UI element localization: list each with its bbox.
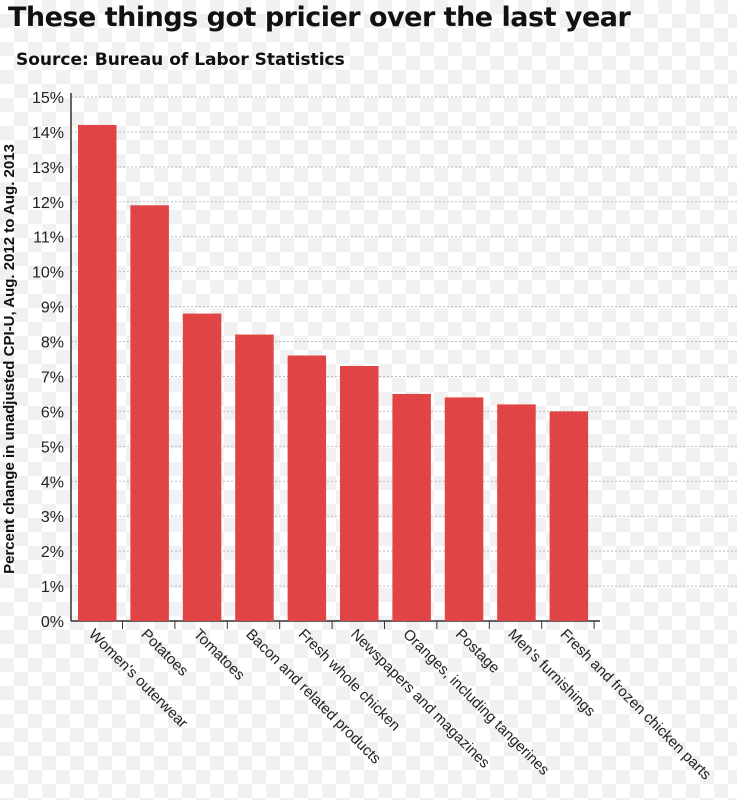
x-tick-label: Postage bbox=[452, 626, 503, 677]
x-tick-label: Women's outerwear bbox=[85, 626, 191, 732]
bar bbox=[444, 397, 484, 621]
bar bbox=[549, 411, 589, 621]
chart-subtitle: Source: Bureau of Labor Statistics bbox=[16, 50, 345, 70]
bar bbox=[392, 393, 431, 621]
y-tick-label: 7% bbox=[41, 369, 64, 386]
x-tick-label: Fresh whole chicken bbox=[295, 626, 404, 735]
y-tick-label: 8% bbox=[41, 335, 64, 352]
y-tick-label: 3% bbox=[41, 509, 64, 526]
y-tick-label: 14% bbox=[32, 125, 64, 142]
y-tick-label: 0% bbox=[41, 614, 64, 631]
y-tick-label: 4% bbox=[41, 474, 64, 491]
y-tick-label: 11% bbox=[33, 230, 64, 247]
y-tick-label: 2% bbox=[41, 544, 64, 561]
y-tick-label: 9% bbox=[41, 300, 64, 317]
y-tick-label: 5% bbox=[41, 439, 64, 456]
bar bbox=[497, 404, 536, 621]
bar bbox=[182, 313, 222, 621]
y-tick-label: 13% bbox=[32, 160, 64, 177]
bar bbox=[78, 124, 117, 622]
y-axis-label: Percent change in unadjusted CPI-U, Aug.… bbox=[1, 144, 18, 574]
chart-title: These things got pricier over the last y… bbox=[8, 2, 631, 33]
bar bbox=[235, 334, 274, 621]
y-tick-label: 12% bbox=[32, 195, 64, 212]
bar bbox=[340, 365, 379, 621]
x-tick-label: Tomatoes bbox=[190, 626, 248, 684]
x-tick-label: Men's furnishings bbox=[504, 626, 598, 720]
y-tick-label: 15% bbox=[32, 90, 64, 107]
bar bbox=[287, 355, 327, 621]
y-tick-label: 6% bbox=[41, 404, 64, 421]
y-tick-label: 10% bbox=[32, 265, 64, 282]
bar bbox=[130, 205, 169, 621]
y-tick-label: 1% bbox=[41, 579, 64, 596]
x-tick-label: Potatoes bbox=[138, 626, 192, 680]
